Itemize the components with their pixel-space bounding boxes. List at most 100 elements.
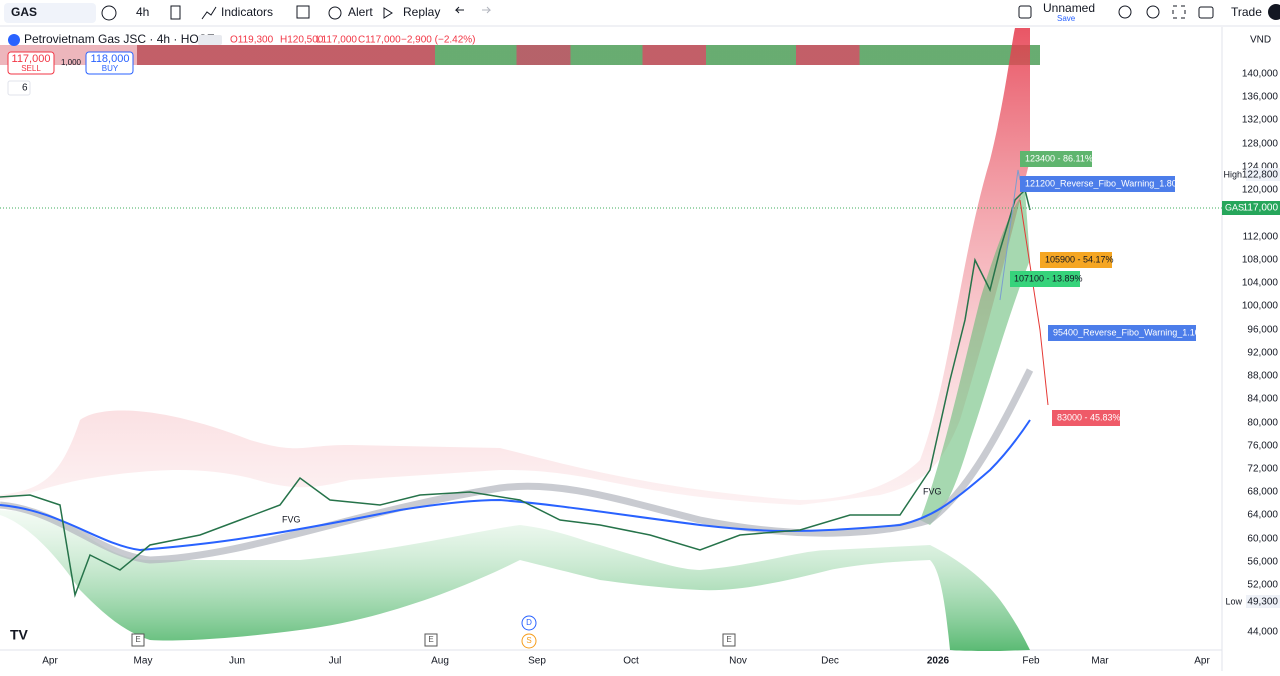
event-marker[interactable]: S — [526, 636, 531, 645]
time-tick-label: Oct — [623, 656, 639, 667]
time-tick-label: Jun — [229, 656, 245, 667]
account-button[interactable] — [1268, 4, 1280, 20]
legend-title: Petrovietnam Gas JSC · 4h · HOSE — [24, 32, 215, 46]
price-tick-label: 60,000 — [1247, 534, 1278, 545]
price-tick-label: 108,000 — [1242, 255, 1279, 266]
price-tick-label: 44,000 — [1247, 627, 1278, 638]
time-tick-label: Dec — [821, 656, 839, 667]
price-tick-label: 88,000 — [1247, 371, 1278, 382]
fvg-label: FVG — [923, 486, 942, 496]
event-marker[interactable]: D — [526, 618, 532, 627]
tv-logo: TV — [10, 627, 29, 643]
price-tick-label: 132,000 — [1242, 115, 1279, 126]
annotation-text: 121200_Reverse_Fibo_Warning_1.801 — [1025, 178, 1182, 188]
buy-price[interactable]: 118,000 — [91, 53, 130, 65]
event-box[interactable] — [424, 633, 438, 647]
high-value: 122,800 — [1242, 170, 1279, 181]
annotation-box — [1020, 176, 1175, 192]
replay-button[interactable]: Replay — [403, 5, 440, 19]
time-tick-label: May — [134, 656, 153, 667]
redo-button[interactable] — [482, 6, 492, 14]
annotation-text: 95400_Reverse_Fibo_Warning_1.109 — [1053, 327, 1205, 337]
annotation-box — [1040, 252, 1112, 268]
interval[interactable]: 4h — [136, 5, 149, 19]
price-tick-label: 84,000 — [1247, 394, 1278, 405]
price-tick-label: 64,000 — [1247, 510, 1278, 521]
time-tick-label: 2026 — [927, 656, 950, 667]
settings-button[interactable] — [1146, 5, 1160, 19]
indicators-button[interactable]: Indicators — [221, 5, 273, 19]
sell-button[interactable] — [7, 51, 55, 75]
layout-checkbox[interactable] — [1018, 5, 1032, 19]
symbol[interactable]: GAS — [11, 5, 37, 19]
price-tick-label: 112,000 — [1243, 232, 1279, 243]
indicators-toggle[interactable] — [7, 80, 31, 96]
time-tick-label: Aug — [431, 656, 449, 667]
annotation-box — [1048, 325, 1196, 341]
price-tick-label: 52,000 — [1247, 580, 1278, 591]
fullscreen-button[interactable] — [1172, 5, 1186, 19]
alert-button[interactable]: Alert — [348, 5, 373, 19]
current-symbol: GAS — [1225, 202, 1244, 212]
price-tick-label: 140,000 — [1242, 69, 1279, 80]
event-marker[interactable]: E — [726, 635, 731, 644]
save-button[interactable]: Save — [1057, 14, 1076, 23]
sell-label[interactable]: SELL — [21, 64, 41, 73]
annotation-box — [1010, 271, 1080, 287]
spread: 1,000 — [61, 58, 82, 67]
search-button[interactable] — [1118, 5, 1132, 19]
time-tick-label: Nov — [729, 656, 747, 667]
trend-cloud — [920, 190, 1030, 525]
price-tick-label: 80,000 — [1247, 418, 1278, 429]
buy-button[interactable] — [85, 51, 134, 75]
toolbar — [0, 0, 1280, 26]
current-value: 117,000 — [1243, 203, 1279, 214]
current-box — [1222, 201, 1280, 215]
indicators-count[interactable]: 6 — [22, 83, 28, 94]
price-tick-label: 136,000 — [1242, 92, 1279, 103]
ohlc-value: O119,300 — [230, 35, 274, 46]
annotation-box — [1052, 410, 1120, 426]
legend-icons — [198, 35, 222, 45]
high-box — [1246, 168, 1280, 181]
lower-band — [0, 510, 1030, 651]
price-tick-label: 128,000 — [1242, 139, 1279, 150]
event-circle[interactable] — [521, 615, 537, 631]
moving-average — [0, 419, 1031, 552]
ohlc-value: L117,000 — [316, 35, 357, 46]
event-marker[interactable]: E — [135, 635, 140, 644]
chart-type-button[interactable] — [170, 5, 181, 20]
sell-price[interactable]: 117,000 — [12, 53, 51, 65]
event-marker[interactable]: E — [428, 635, 433, 644]
alert-icon — [328, 6, 342, 20]
templates-button[interactable] — [296, 5, 310, 19]
replay-icon — [383, 7, 393, 19]
time-tick-label: Apr — [1194, 656, 1210, 667]
symbol-search[interactable] — [4, 3, 96, 23]
price-tick-label: 76,000 — [1247, 441, 1278, 452]
ohlc-value: −2,900 (−2.42%) — [401, 35, 476, 46]
symbol-logo — [8, 34, 20, 46]
event-box[interactable] — [131, 633, 145, 647]
heat-bar — [137, 45, 1040, 65]
event-circle[interactable] — [521, 633, 537, 649]
price-tick-label: 120,000 — [1242, 185, 1279, 196]
snapshot-button[interactable] — [1198, 6, 1214, 19]
buy-label[interactable]: BUY — [102, 64, 119, 73]
ohlc-value: H120,500 — [280, 35, 324, 46]
event-box[interactable] — [722, 633, 736, 647]
annotation-text: 83000 - 45.83% — [1057, 412, 1121, 422]
price-tick-label: 104,000 — [1242, 278, 1279, 289]
annotation-text: 107100 - 13.89% — [1014, 273, 1083, 283]
time-tick-label: Sep — [528, 656, 546, 667]
low-value: 49,300 — [1247, 597, 1278, 608]
time-tick-label: Feb — [1022, 656, 1040, 667]
annotation-box — [1020, 151, 1092, 167]
compare-button[interactable] — [101, 5, 117, 21]
undo-button[interactable] — [454, 6, 464, 14]
trade-button[interactable]: Trade — [1231, 5, 1262, 19]
layout-name[interactable]: Unnamed — [1043, 1, 1095, 15]
projection-arrow — [1019, 199, 1049, 406]
